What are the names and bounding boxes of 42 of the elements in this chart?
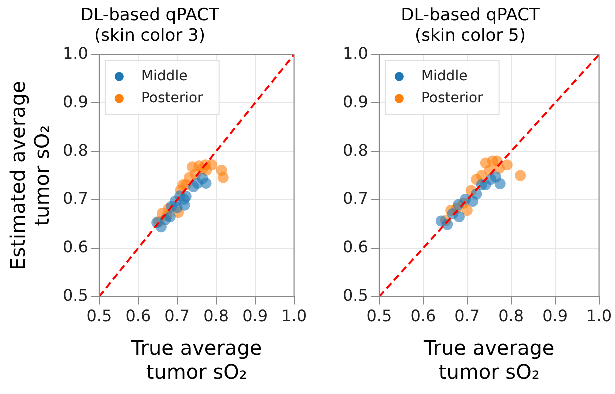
y-tick-label: 0.6 (342, 238, 368, 257)
y-tick-label: 0.7 (62, 189, 88, 208)
y-tick-label: 0.7 (342, 189, 368, 208)
x-tick-label: 0.9 (542, 306, 568, 326)
chart-title: DL-based qPACT (skin color 3) (80, 6, 220, 46)
y-tick-label: 0.8 (62, 140, 88, 160)
legend-label: Posterior (421, 90, 484, 106)
y-tick-label: 0.9 (62, 92, 88, 112)
legend-label: Middle (141, 68, 188, 84)
x-tick-label: 0.5 (366, 306, 392, 326)
point (454, 211, 465, 222)
y-tick-label: 0.5 (342, 286, 368, 305)
y-axis-title: Estimated average tumor sO₂ (6, 81, 54, 270)
x-tick-label: 0.8 (498, 306, 524, 326)
point (164, 211, 176, 222)
point (515, 170, 526, 182)
x-tick-label: 0.5 (86, 306, 112, 326)
y-tick-label: 1.0 (342, 44, 368, 63)
point (218, 172, 229, 184)
x-tick-label: 0.6 (126, 306, 152, 326)
y-tick-label: 1.0 (62, 44, 88, 63)
x-tick-label: 1.0 (586, 306, 612, 326)
point (494, 178, 506, 190)
y-tick-label: 0.8 (342, 140, 368, 160)
x-tick-label: 1.0 (282, 306, 308, 326)
point (200, 178, 212, 190)
point (179, 200, 190, 211)
x-tick-label: 0.7 (454, 306, 480, 326)
x-tick-label: 0.7 (164, 306, 190, 326)
x-tick-label: 0.9 (242, 306, 268, 326)
point (502, 160, 513, 171)
y-tick-label: 0.6 (62, 238, 88, 257)
x-tick-label: 0.6 (410, 306, 436, 326)
x-tick-label: 0.8 (204, 306, 230, 326)
chart-title: DL-based qPACT (skin color 5) (401, 6, 540, 46)
x-axis-title: True average tumor sO₂ (423, 336, 555, 384)
legend-label: Middle (421, 68, 468, 84)
y-tick-label: 0.9 (342, 92, 368, 112)
point (462, 205, 473, 216)
legend-label: Posterior (141, 90, 204, 106)
x-axis-title: True average tumor sO₂ (130, 336, 262, 384)
y-tick-label: 0.5 (62, 286, 88, 305)
